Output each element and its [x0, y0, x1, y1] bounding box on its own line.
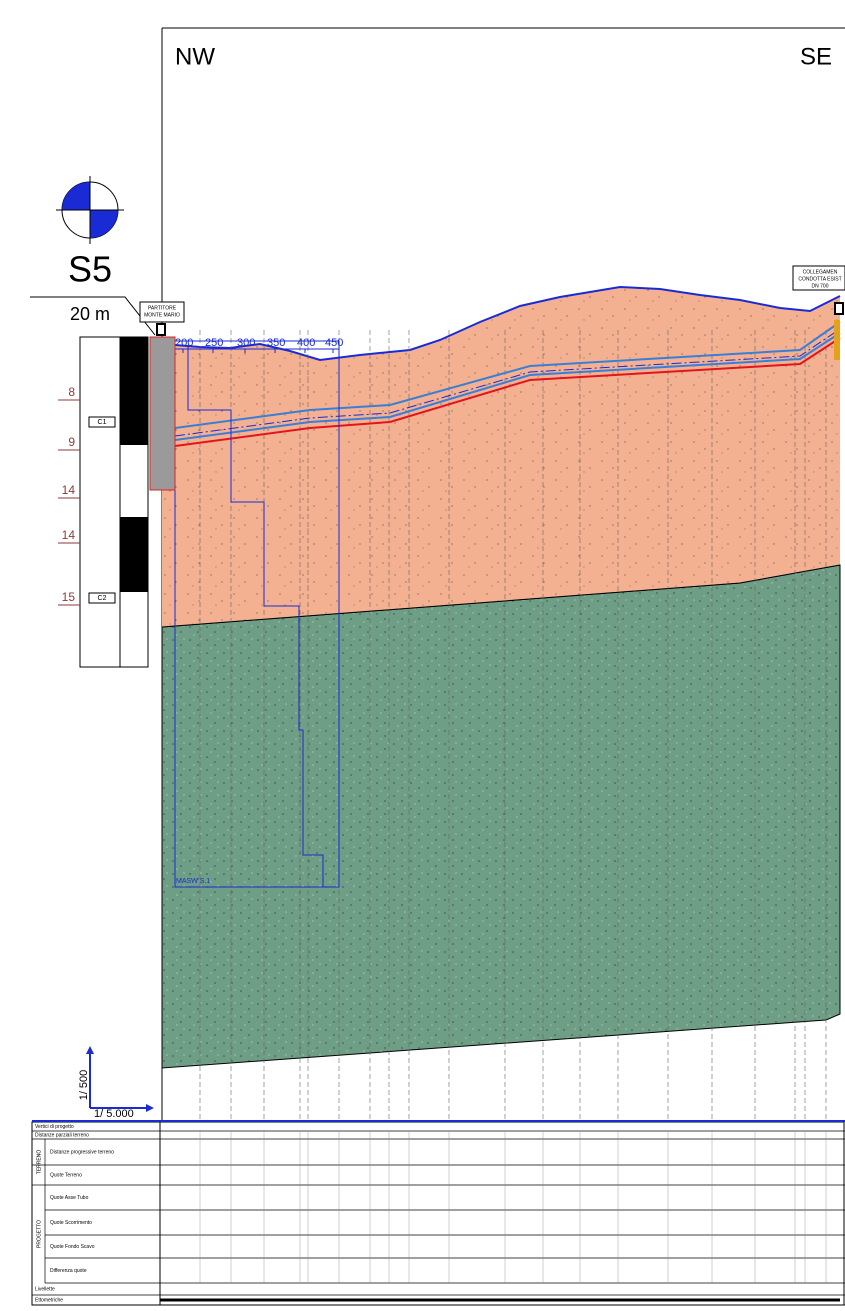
table-frame	[32, 1122, 844, 1305]
masw-tick: 250	[205, 337, 223, 349]
masw-tick: 200	[175, 337, 193, 349]
label-text: MONTE MARIO	[144, 312, 180, 318]
borehole-log	[150, 337, 175, 490]
masw-tick: 300	[237, 337, 255, 349]
table-row-label: Livellette	[35, 1286, 55, 1292]
scale-horizontal: 1/ 5.000	[94, 1108, 134, 1120]
layer-label: 9	[68, 435, 75, 449]
borehole-name: S5	[68, 249, 112, 290]
masw-tick: 450	[325, 337, 343, 349]
sample-label: C2	[98, 595, 107, 602]
label-text: PARTITORE	[148, 305, 177, 311]
borehole-segment	[120, 517, 148, 592]
table-row-label: Differenza quote	[50, 1268, 87, 1274]
clay-layer	[162, 565, 840, 1068]
label-text: DN 700	[812, 283, 829, 289]
scale-arrow	[146, 1104, 154, 1112]
masw-tick: 400	[297, 337, 315, 349]
table-row-label: Ettometriche	[35, 1297, 63, 1303]
scale-arrow	[86, 1046, 94, 1054]
direction-left: NW	[175, 43, 215, 70]
table-row-label: Quote Asse Tubo	[50, 1195, 89, 1201]
layer-label: 15	[62, 590, 76, 604]
masw-tick: 350	[267, 337, 285, 349]
layer-label: 8	[68, 385, 75, 399]
layer-label: 14	[62, 528, 76, 542]
table-row-label: Vertici di progetto	[35, 1124, 74, 1130]
table-row-label: Quote Fondo Scavo	[50, 1244, 95, 1250]
table-group-label: TERRENO	[36, 1150, 42, 1175]
table-row-label: Quote Terreno	[50, 1172, 82, 1178]
layer-label: 14	[62, 483, 76, 497]
borehole-segment	[120, 337, 148, 445]
label-text: COLLEGAMEN	[803, 269, 838, 275]
existing-pipe	[834, 320, 840, 360]
masw-label: MASW S.1	[176, 878, 210, 885]
table-group-label: PROGETTO	[36, 1220, 42, 1248]
table-row-label: Quote Scorrimento	[50, 1220, 92, 1226]
profile-drawing: NW SE 200 250 300 350 400 450 MASW S.1 S5 20 …	[0, 0, 845, 1306]
table-row-label: Distanze progressive terreno	[50, 1149, 114, 1155]
borehole-depth: 20 m	[70, 304, 110, 324]
direction-right: SE	[800, 43, 832, 70]
marker	[835, 303, 843, 314]
label-text: CONDOTTA ESIST	[798, 276, 841, 282]
table-row-label: Distanze parziali terreno	[35, 1132, 89, 1138]
sample-label: C1	[98, 419, 107, 426]
marker	[157, 324, 165, 335]
scale-vertical: 1/ 500	[78, 1070, 90, 1101]
